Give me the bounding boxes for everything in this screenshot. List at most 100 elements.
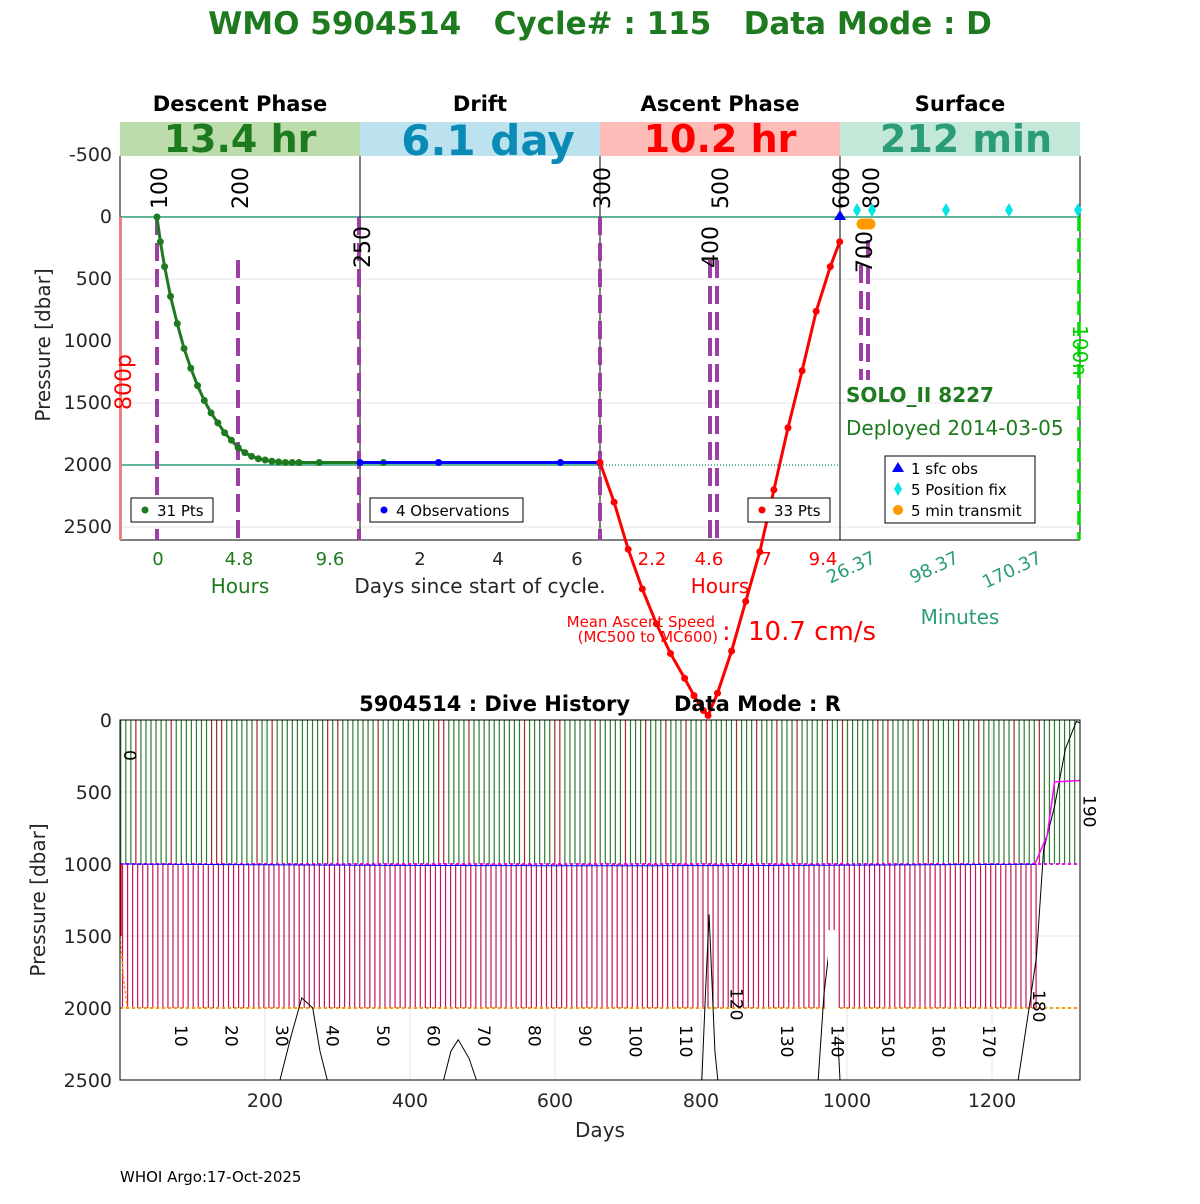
- footer: WHOI Argo:17-Oct-2025: [120, 1168, 301, 1186]
- drift-x-ticks: 2 4 6: [414, 549, 582, 570]
- mc-label: 700: [853, 231, 878, 273]
- cycle-label: 60: [423, 1025, 443, 1047]
- bottom-title: 5904514 : Dive History Data Mode : R: [359, 692, 841, 716]
- cycle-label: 170: [978, 1025, 998, 1057]
- cycle-label: 120: [725, 988, 745, 1020]
- cycle-label: 130: [776, 1025, 796, 1057]
- cycle-label: 190: [1079, 795, 1099, 827]
- bottom-x-tick: 400: [392, 1090, 428, 1112]
- mc-label: 300: [591, 167, 616, 209]
- dive-bars: [120, 720, 1076, 1008]
- depth-trace: [279, 996, 328, 1081]
- ascent-point: [714, 689, 721, 697]
- cycle-label: 50: [372, 1025, 392, 1047]
- triangle-icon: [892, 462, 904, 472]
- drift-point: [556, 459, 564, 467]
- drift-point: [435, 459, 443, 467]
- float-id: SOLO_II 8227: [846, 383, 994, 407]
- speed-label: Mean Ascent Speed: [567, 613, 715, 631]
- phase-name-ascent: Ascent Phase: [641, 92, 800, 116]
- drift-point: [356, 459, 364, 467]
- descent-point: [241, 449, 249, 457]
- pink-edge-bar: [119, 217, 122, 540]
- transmit-marker: [864, 218, 876, 230]
- bottom-y-tick: 2500: [64, 1070, 112, 1092]
- bottom-xlabel: Days: [575, 1118, 625, 1142]
- ascent-point: [652, 620, 660, 628]
- descent-point: [156, 238, 164, 246]
- surface-legend-label: 5 Position fix: [911, 481, 1007, 499]
- cycle-label: 80: [524, 1025, 544, 1047]
- cycle-label: 90: [574, 1025, 594, 1047]
- dot-icon: [893, 505, 903, 515]
- cycle-label: 110: [675, 1025, 695, 1057]
- phase-duration-surface: 212 min: [880, 117, 1052, 161]
- ascent-point: [770, 486, 778, 494]
- speed-value: 10.7 cm/s: [748, 617, 876, 647]
- cycle-label: 180: [1028, 990, 1048, 1022]
- phase-band-drift: [360, 122, 600, 156]
- ascent-point: [690, 692, 698, 700]
- ascent-point: [681, 674, 689, 682]
- phase-band-ascent: [600, 122, 840, 156]
- descent-point: [153, 213, 161, 221]
- x-tick: 2: [414, 549, 425, 570]
- top-y-tick: 2000: [64, 454, 112, 476]
- descent-legend: 31 Pts: [130, 497, 214, 523]
- x-tick: 7: [760, 549, 771, 570]
- top-y-tick: 1500: [64, 392, 112, 414]
- top-chart: Descent Phase Drift Ascent Phase Surface…: [31, 92, 1092, 719]
- cycle-label: 70: [473, 1025, 493, 1047]
- position-fix-marker: [1005, 203, 1013, 217]
- phase-duration-descent: 13.4 hr: [164, 117, 317, 161]
- mc-markers: [155, 217, 870, 540]
- bottom-x-tick: 1000: [823, 1090, 871, 1112]
- position-fix-marker: [942, 203, 950, 217]
- phase-name-drift: Drift: [453, 92, 507, 116]
- x-tick: 170.37: [979, 547, 1045, 593]
- final-drift-trace: [1034, 779, 1081, 865]
- descent-point: [281, 459, 289, 467]
- phase-name-surface: Surface: [915, 92, 1005, 116]
- ascent-axis-label: Hours: [691, 574, 750, 598]
- ascent-point: [610, 498, 618, 506]
- bottom-y-ticks: 0 500 1000 1500 2000 2500: [64, 710, 112, 1092]
- bottom-y-tick: 500: [76, 782, 112, 804]
- ascent-series: [596, 238, 844, 719]
- drift-legend: 4 Observations: [369, 497, 524, 523]
- phase-band-descent: [120, 122, 360, 156]
- descent-point: [180, 344, 188, 352]
- descent-line: [155, 216, 384, 465]
- depth-trace: [701, 914, 719, 1081]
- drift-legend-label: 4 Observations: [396, 502, 510, 520]
- top-ylabel: Pressure [dbar]: [31, 268, 55, 421]
- speed-colon: :: [722, 617, 731, 647]
- descent-legend-label: 31 Pts: [157, 502, 204, 520]
- ascent-point: [742, 597, 750, 605]
- phase-name-descent: Descent Phase: [153, 92, 327, 116]
- x-tick: 9.6: [316, 549, 345, 570]
- ascent-legend: 33 Pts: [747, 497, 831, 523]
- descent-axis-label: Hours: [211, 574, 270, 598]
- mc-label: 400: [699, 226, 724, 268]
- surface-series: [834, 203, 1082, 230]
- surface-obs-marker: [834, 210, 846, 220]
- mc-label-100n: 100n: [1068, 325, 1092, 376]
- position-fix-marker: [868, 203, 876, 217]
- ascent-point: [596, 459, 604, 467]
- descent-point: [234, 444, 242, 452]
- ascent-point: [624, 545, 632, 553]
- descent-point: [173, 320, 181, 328]
- top-y-ticks: -500 0 500 1000 1500 2000 2500: [64, 144, 112, 538]
- ascent-legend-label: 33 Pts: [774, 502, 821, 520]
- x-tick: 0: [152, 549, 163, 570]
- descent-point: [268, 457, 276, 465]
- top-y-tick: 1000: [64, 330, 112, 352]
- descent-point: [248, 452, 256, 460]
- cycle-label: 0: [119, 750, 139, 761]
- descent-point: [227, 436, 235, 444]
- drift-pressure-trace: [119, 863, 1037, 867]
- dive-overlays: [119, 720, 1081, 1081]
- descent-point: [221, 429, 229, 437]
- top-y-tick: 0: [100, 206, 112, 228]
